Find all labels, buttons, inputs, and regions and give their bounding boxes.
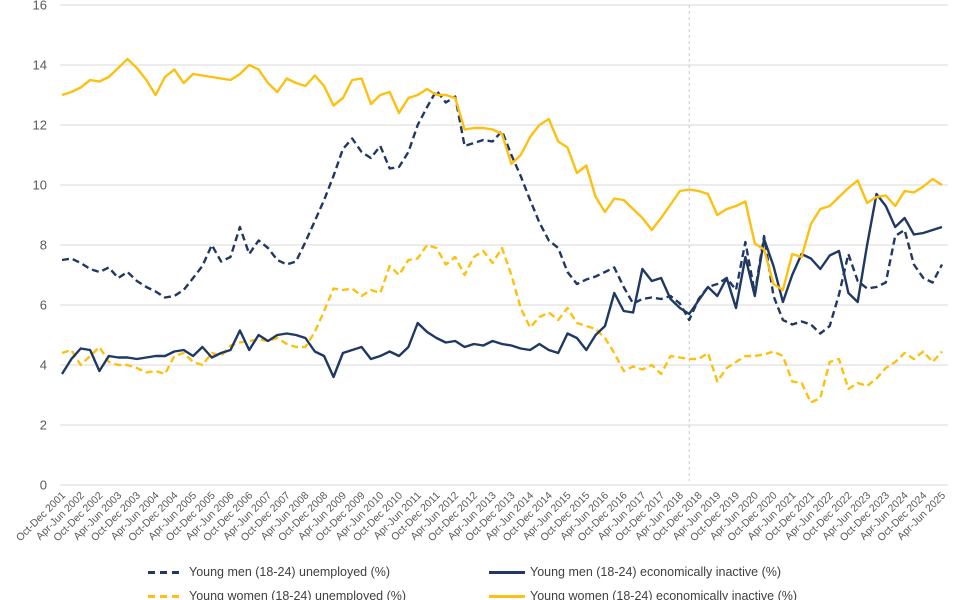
legend-swatch-dashed-navy: [148, 570, 184, 574]
legend-swatch-solid-navy: [489, 570, 525, 574]
y-tick-label: 10: [33, 178, 47, 193]
legend-swatch-dashed-gold: [148, 594, 184, 598]
legend-label: Young women (18-24) economically inactiv…: [530, 589, 798, 600]
legend-swatch-solid-gold: [489, 594, 525, 598]
legend-label: Young women (18-24) unemployed (%): [189, 589, 407, 600]
y-tick-label: 6: [40, 298, 47, 313]
y-tick-label: 16: [33, 0, 47, 13]
series-line-3: [61, 57, 943, 292]
y-tick-label: 4: [40, 358, 47, 373]
legend-item-men-unemployed: Young men (18-24) unemployed (%): [148, 564, 390, 580]
legend-label: Young men (18-24) unemployed (%): [189, 565, 391, 579]
legend-item-women-unemployed: Young women (18-24) unemployed (%): [148, 588, 406, 600]
series-line-1: [60, 192, 943, 379]
y-tick-label: 12: [33, 118, 47, 133]
y-tick-label: 14: [33, 58, 47, 73]
legend-item-women-inactive: Young women (18-24) economically inactiv…: [489, 588, 797, 600]
y-tick-label: 2: [40, 418, 47, 433]
legend-item-men-inactive: Young men (18-24) economically inactive …: [489, 564, 781, 580]
y-tick-label: 0: [40, 478, 47, 493]
series-line-0: [61, 89, 944, 335]
legend-label: Young men (18-24) economically inactive …: [530, 565, 782, 579]
y-tick-label: 8: [40, 238, 47, 253]
series-line-2: [61, 243, 943, 404]
